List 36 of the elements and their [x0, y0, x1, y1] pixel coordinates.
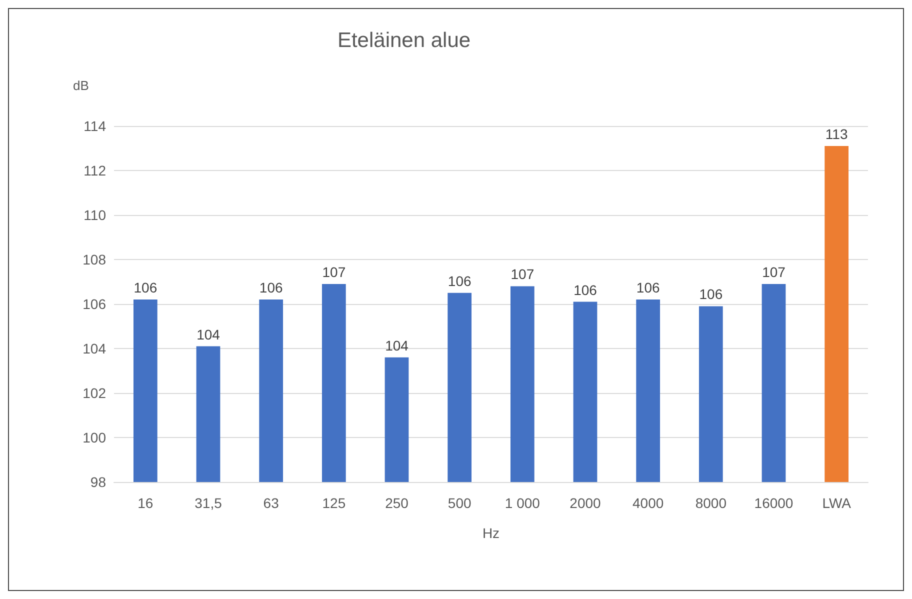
data-label: 104 — [385, 337, 409, 354]
y-axis-title: dB — [73, 78, 89, 93]
x-tick-label: 31,5 — [194, 495, 222, 511]
chart-title: Eteläinen alue — [337, 29, 471, 52]
data-label: 106 — [636, 280, 660, 296]
data-label: 107 — [510, 266, 534, 282]
data-label: 106 — [574, 282, 598, 298]
data-label: 107 — [322, 264, 346, 280]
x-tick-label: LWA — [822, 495, 852, 511]
y-tick-label: 98 — [90, 474, 106, 490]
x-tick-label: 2000 — [570, 495, 602, 511]
data-label: 113 — [825, 126, 848, 142]
x-tick-label: 500 — [448, 495, 472, 511]
y-tick-label: 114 — [84, 118, 106, 134]
y-tick-label: 108 — [82, 252, 106, 268]
data-label: 107 — [762, 264, 786, 280]
data-label: 106 — [134, 280, 158, 296]
data-label: 104 — [196, 326, 220, 342]
y-tick-label: 100 — [82, 430, 106, 446]
y-tick-label: 106 — [82, 296, 106, 312]
x-tick-label: 4000 — [632, 495, 664, 511]
x-axis-title: Hz — [482, 525, 500, 541]
x-tick-label: 16 — [138, 495, 154, 511]
x-tick-label: 250 — [385, 495, 409, 511]
x-tick-label: 125 — [322, 495, 346, 511]
y-tick-label: 112 — [84, 162, 106, 178]
data-label: 106 — [448, 272, 472, 289]
y-tick-label: 110 — [84, 207, 106, 223]
y-tick-label: 102 — [82, 385, 106, 401]
y-tick-label: 104 — [82, 340, 106, 356]
data-label: 106 — [259, 280, 283, 296]
x-tick-label: 1 000 — [504, 495, 540, 511]
x-tick-label: 63 — [263, 495, 280, 511]
x-tick-label: 16000 — [754, 495, 794, 511]
data-label: 106 — [699, 286, 723, 302]
x-tick-label: 8000 — [695, 495, 727, 511]
